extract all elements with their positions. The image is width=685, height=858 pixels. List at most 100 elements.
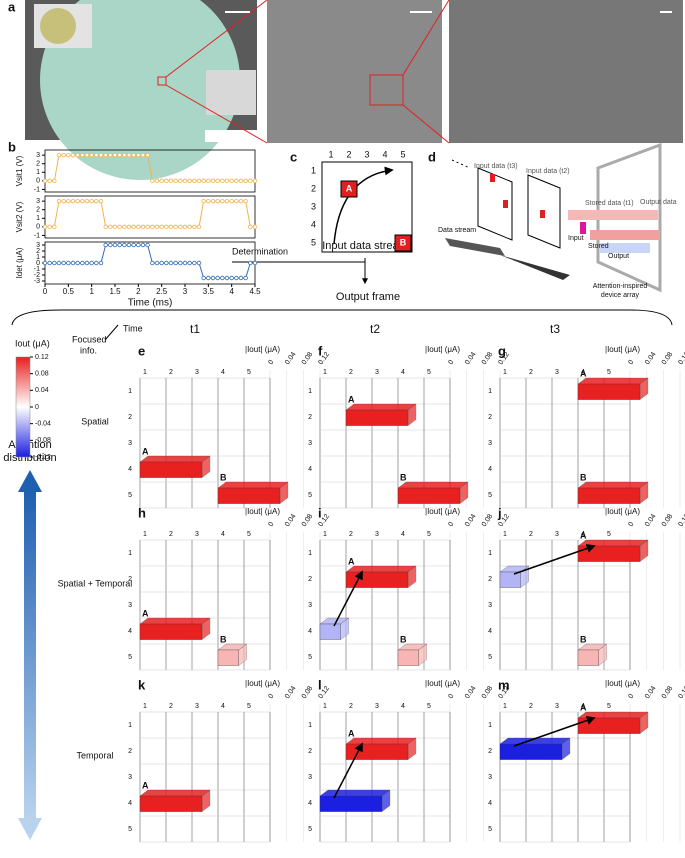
point [47, 260, 52, 266]
x-tick-label: 1 [89, 287, 94, 296]
col-label: 4 [581, 531, 585, 538]
distribution-arrow [18, 470, 42, 840]
y-tick-label: 3 [36, 152, 40, 159]
row-label: 1 [128, 550, 132, 557]
bar-label: B [400, 472, 407, 482]
y-tick-label: 2 [36, 161, 40, 168]
point [84, 198, 90, 204]
col-label: 3 [375, 703, 379, 710]
col-label: 4 [382, 149, 387, 159]
z-tick-label: 0.08 [481, 513, 495, 528]
point [56, 198, 62, 204]
axis-title: |Iout| (μA) [605, 507, 640, 516]
row-label: 2 [488, 748, 492, 755]
panel-label: a [8, 0, 16, 14]
y-tick-label: -3 [34, 278, 40, 285]
point [94, 198, 99, 204]
point [47, 178, 52, 184]
point [145, 224, 150, 230]
point [224, 178, 230, 184]
bar-top [577, 377, 649, 385]
z-tick-label: 0.08 [301, 513, 315, 528]
bar-top [397, 481, 469, 489]
col-label: 5 [247, 703, 251, 710]
y-tick-label: 2 [36, 207, 40, 214]
row-label: 2 [308, 576, 312, 583]
col-label: 4 [221, 369, 225, 376]
panel-label: f [318, 343, 323, 358]
bar [577, 487, 641, 504]
plot-frame [44, 149, 256, 193]
z-tick-label: 0.04 [644, 685, 658, 700]
point [131, 224, 136, 230]
panel-label: m [498, 677, 510, 692]
z-tick-label: 0 [627, 521, 635, 528]
diagram-text: Input data (t3) [474, 163, 518, 170]
col-label: 1 [323, 531, 327, 538]
bar [397, 487, 461, 504]
point [70, 152, 76, 158]
point [229, 198, 234, 204]
row-label: 5 [128, 826, 132, 833]
y-tick-label: 1 [36, 254, 40, 261]
bar [577, 649, 599, 666]
col-label: 3 [375, 531, 379, 538]
point [173, 260, 178, 266]
y-axis-title: Vsit2 (V) [15, 201, 24, 232]
data-cell [394, 234, 412, 252]
row-label: 3 [128, 774, 132, 781]
col-label: 2 [349, 703, 353, 710]
col-label: 1 [323, 703, 327, 710]
bar-label: A [348, 394, 355, 404]
col-label: 1 [503, 369, 507, 376]
col-label: 2 [169, 703, 173, 710]
grid-frame [321, 161, 413, 253]
bar-label: B [580, 472, 587, 482]
time-label: t1 [190, 322, 200, 336]
row-label: 5 [308, 492, 312, 499]
point [164, 224, 169, 230]
col-label: 1 [503, 531, 507, 538]
point [75, 152, 80, 158]
z-tick-label: 0.04 [284, 513, 298, 528]
colorbar-label: 0.12 [35, 354, 49, 361]
bar-label: B [400, 634, 407, 644]
colorbar [15, 356, 31, 458]
bar [139, 461, 203, 478]
row-label: 3 [128, 440, 132, 447]
bar-top [577, 711, 649, 719]
z-tick-label: 0 [447, 359, 455, 366]
point [108, 242, 113, 248]
diagram-text: Data stream [438, 227, 476, 234]
point [154, 224, 160, 230]
point [75, 260, 80, 266]
row-label: 2 [128, 748, 132, 755]
z-tick-label: 0 [627, 359, 635, 366]
row-label: 1 [488, 722, 492, 729]
row-label: 4 [488, 628, 492, 635]
point [70, 198, 76, 204]
flow-text: Determination [232, 246, 288, 256]
row-label: 4 [128, 628, 132, 635]
point [243, 275, 248, 281]
point [52, 224, 57, 230]
col-label: 3 [195, 369, 199, 376]
header: Focused [72, 334, 107, 344]
panel-label: c [290, 149, 297, 164]
row-label: 1 [311, 165, 316, 175]
col-label: 3 [195, 703, 199, 710]
z-tick-label: 0 [267, 359, 275, 366]
point [243, 178, 248, 184]
z-tick-label: 0.08 [301, 351, 315, 366]
point [173, 224, 178, 230]
col-label: 4 [221, 531, 225, 538]
col-label: 4 [401, 369, 405, 376]
z-tick-label: 0.04 [464, 351, 478, 366]
point [229, 275, 234, 281]
axis-title: |Iout| (μA) [605, 679, 640, 688]
point [140, 152, 146, 158]
colorbar-label: 0.04 [35, 387, 49, 394]
bar-label: B [580, 634, 587, 644]
bar-top [319, 789, 391, 797]
point [145, 152, 150, 158]
